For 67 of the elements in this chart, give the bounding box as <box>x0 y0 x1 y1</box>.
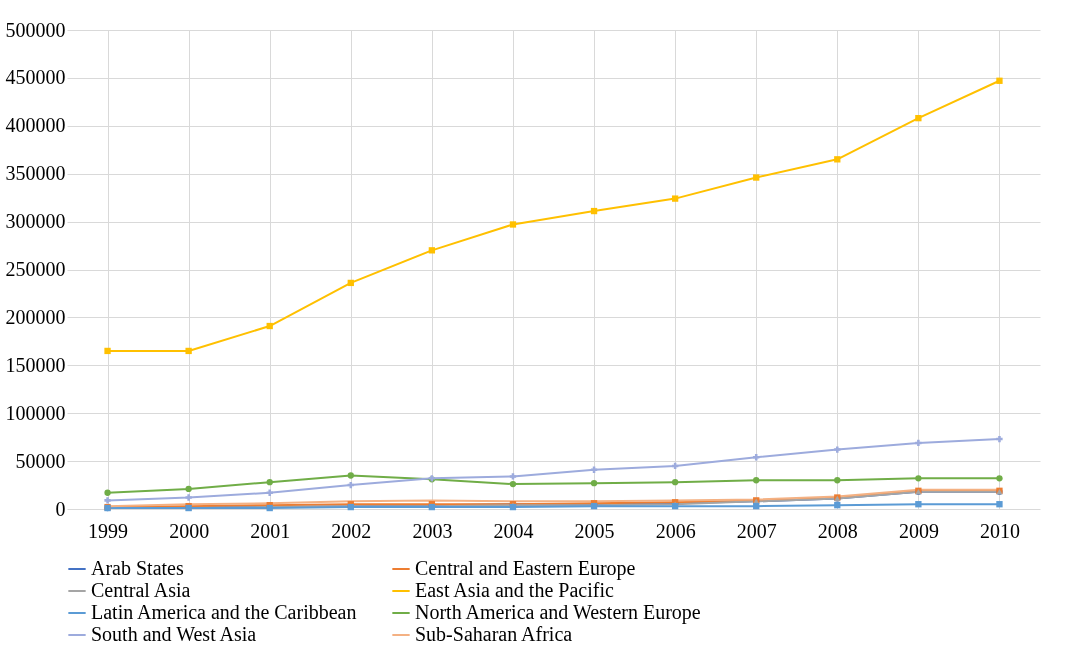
point <box>996 77 1003 84</box>
y-tick-label: 400000 <box>5 114 66 137</box>
x-tick-label: 2005 <box>574 519 615 542</box>
point <box>590 466 598 473</box>
point <box>915 114 922 122</box>
x-tick-label: 2008 <box>817 519 858 542</box>
x-tick-label: 2001 <box>250 519 291 542</box>
y-tick-label: 500000 <box>5 18 66 41</box>
point <box>266 489 273 496</box>
point <box>834 502 841 509</box>
point <box>509 221 517 228</box>
y-tick-label: 350000 <box>5 162 66 185</box>
y-tick-label: 300000 <box>5 210 66 233</box>
point <box>347 472 354 479</box>
x-tick-label: 2004 <box>493 519 534 542</box>
y-tick-label: 150000 <box>5 353 66 376</box>
point <box>915 439 922 447</box>
point <box>834 156 841 163</box>
x-tick-label: 1999 <box>88 519 129 542</box>
point <box>509 480 517 488</box>
point <box>996 475 1003 482</box>
x-tick-label: 2007 <box>736 519 777 542</box>
point <box>671 195 679 202</box>
legend-label: East Asia and the Pacific <box>415 579 614 601</box>
legend-label: Arab States <box>91 557 184 579</box>
point <box>834 477 841 484</box>
point <box>185 494 192 501</box>
legend-label: Central and Eastern Europe <box>415 557 636 580</box>
legend-label: Sub-Saharan Africa <box>415 623 573 645</box>
point <box>753 502 760 510</box>
legend-label: Central Asia <box>91 579 191 601</box>
point <box>996 501 1003 508</box>
legend-label: North America and Western Europe <box>415 601 701 624</box>
point <box>590 207 598 215</box>
point <box>753 477 760 484</box>
point <box>104 347 111 355</box>
point <box>753 454 760 461</box>
point <box>428 247 436 254</box>
point <box>104 489 111 496</box>
point <box>671 479 679 486</box>
y-tick-label: 100000 <box>5 401 66 424</box>
legend-label: South and West Asia <box>91 623 257 645</box>
x-tick-label: 2009 <box>898 519 939 542</box>
x-tick-label: 2006 <box>655 519 696 542</box>
y-tick-label: 250000 <box>5 258 66 280</box>
point <box>266 479 273 486</box>
y-tick-label: 50000 <box>15 449 66 472</box>
point <box>104 497 111 504</box>
point <box>753 174 760 181</box>
y-tick-label: 0 <box>55 497 66 520</box>
x-tick-label: 2002 <box>331 519 372 542</box>
legend-label: Latin America and the Caribbean <box>91 601 357 623</box>
point <box>996 435 1003 443</box>
y-tick-label: 450000 <box>5 66 66 89</box>
x-tick-label: 2000 <box>169 519 210 542</box>
point <box>185 485 192 493</box>
x-tick-label: 2003 <box>412 519 453 542</box>
point <box>185 347 192 355</box>
point <box>834 446 841 453</box>
point <box>915 501 922 508</box>
point <box>590 479 598 487</box>
point <box>266 322 273 330</box>
y-tick-label: 200000 <box>5 305 66 328</box>
x-tick-label: 2010 <box>979 519 1020 542</box>
point <box>347 279 354 287</box>
point <box>915 475 922 482</box>
point <box>509 473 517 480</box>
